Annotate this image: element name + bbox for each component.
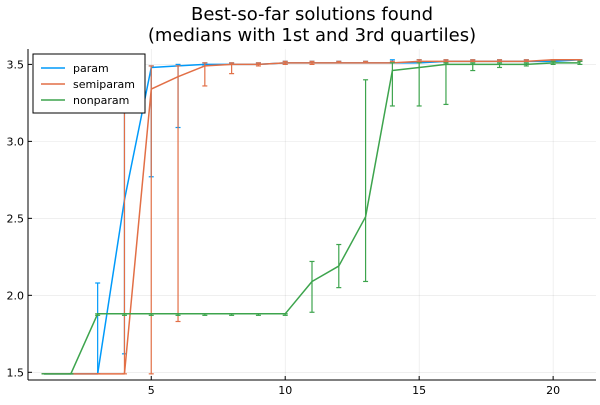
y-tick-label: 2.0 bbox=[7, 289, 25, 302]
x-tick-label: 15 bbox=[412, 384, 426, 397]
legend-label-param: param bbox=[73, 62, 109, 75]
x-tick-label: 20 bbox=[546, 384, 560, 397]
x-tick-label: 10 bbox=[278, 384, 292, 397]
y-tick-label: 3.5 bbox=[7, 58, 25, 71]
legend-label-nonparam: nonparam bbox=[73, 94, 129, 107]
chart-subtitle: (medians with 1st and 3rd quartiles) bbox=[148, 25, 476, 46]
y-tick-label: 2.5 bbox=[7, 212, 25, 225]
y-tick-label: 1.5 bbox=[7, 366, 25, 379]
median-line-nonparam bbox=[44, 62, 580, 375]
series-nonparam bbox=[41, 60, 583, 375]
series-group bbox=[41, 59, 583, 375]
x-tick-label: 5 bbox=[148, 384, 155, 397]
chart-title: Best-so-far solutions found bbox=[191, 4, 433, 25]
legend-label-semiparam: semiparam bbox=[73, 78, 135, 91]
legend: param semiparam nonparam bbox=[32, 53, 146, 114]
y-tick-label: 3.0 bbox=[7, 135, 25, 148]
median-line-semiparam bbox=[44, 59, 580, 375]
axes: 5 10 15 20 1.5 2.0 2.5 3.0 3.5 bbox=[7, 49, 596, 397]
